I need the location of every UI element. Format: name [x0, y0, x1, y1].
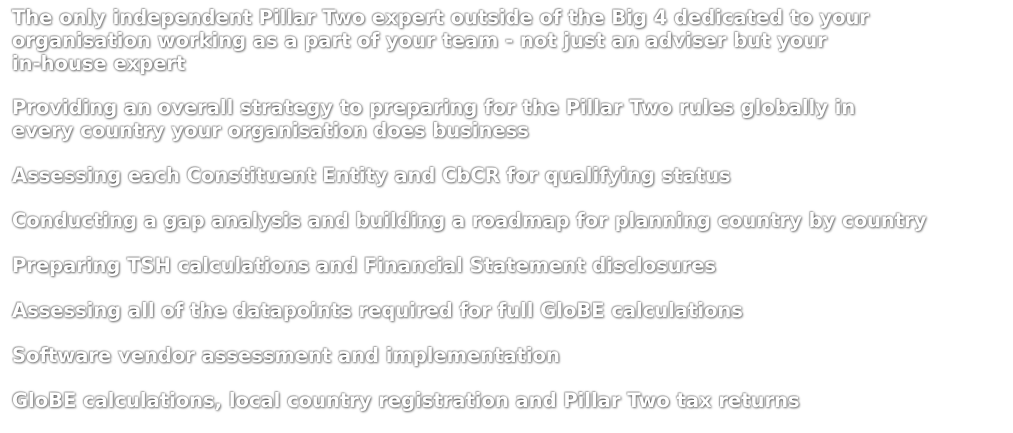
- list-item-gap-analysis: Conducting a gap analysis and building a…: [12, 209, 927, 232]
- list-item-tsh-calculations: Preparing TSH calculations and Financial…: [12, 254, 717, 277]
- list-item-in-house-expert: The only independent Pillar Two expert o…: [12, 6, 869, 75]
- list-item-globe-calculations: GloBE calculations, local country regist…: [12, 389, 800, 412]
- list-item-software-vendor: Software vendor assessment and implement…: [12, 344, 560, 367]
- list-item-constituent-entity: Assessing each Constituent Entity and Cb…: [12, 164, 731, 187]
- list-item-overall-strategy: Providing an overall strategy to prepari…: [12, 96, 856, 142]
- list-item-datapoints: Assessing all of the datapoints required…: [12, 299, 743, 322]
